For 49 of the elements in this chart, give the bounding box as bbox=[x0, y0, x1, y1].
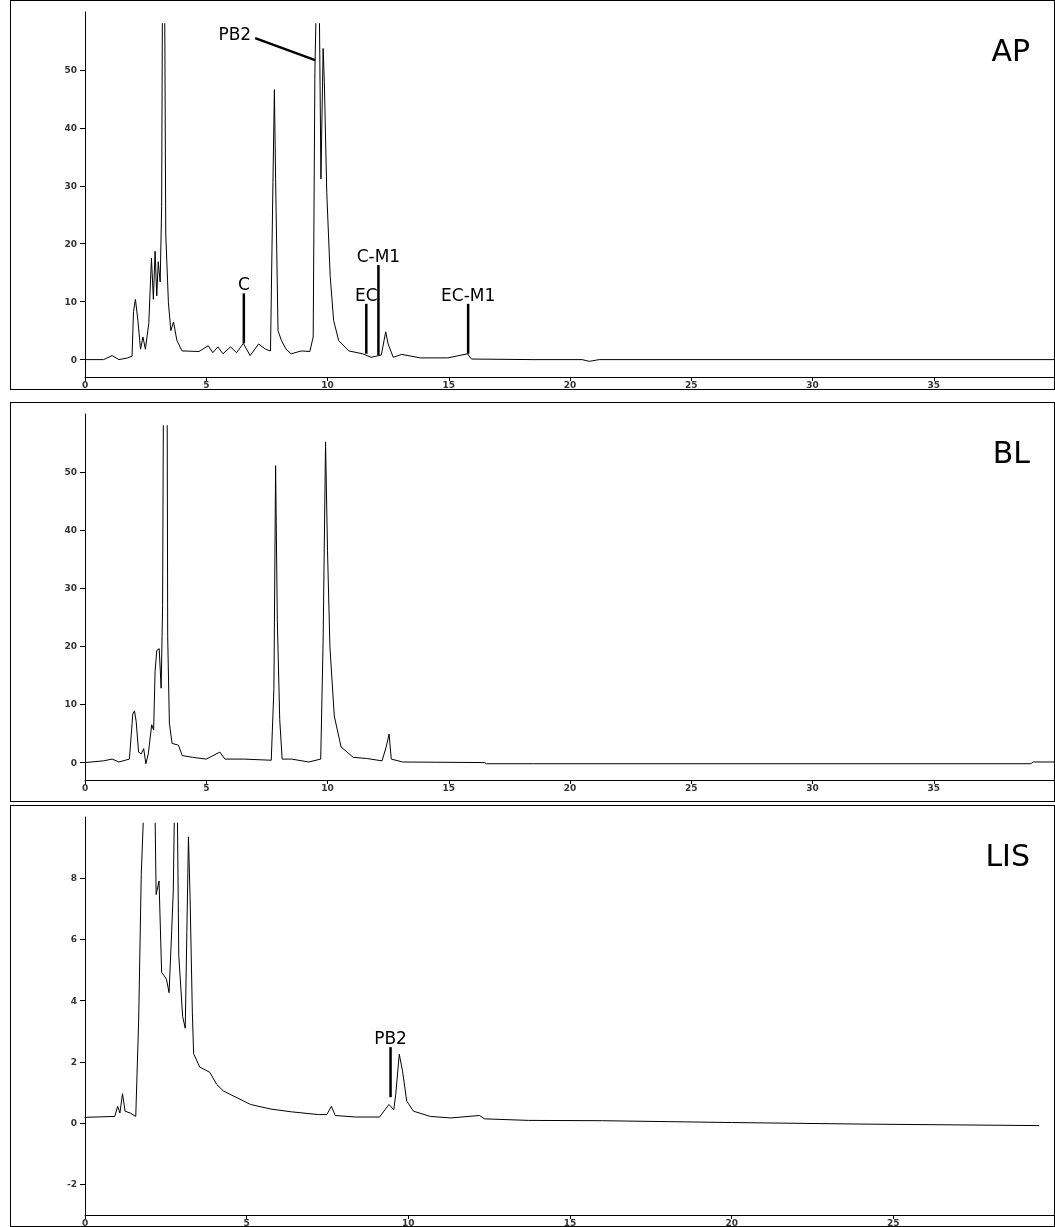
x-tick-label: 25 bbox=[684, 379, 698, 390]
y-tick-label: 10 bbox=[64, 699, 77, 710]
y-tick-label: -2 bbox=[67, 1179, 77, 1190]
annotation: C-M1 bbox=[356, 245, 401, 266]
y-tick-label: 50 bbox=[64, 64, 77, 75]
x-tick-label: 20 bbox=[725, 1217, 738, 1227]
annotation: EC-M1 bbox=[441, 284, 496, 305]
y-tick-label: 20 bbox=[64, 238, 77, 249]
text: LIS bbox=[985, 837, 1030, 873]
x-tick-label: 0 bbox=[81, 1217, 89, 1227]
y-tick-label: 0 bbox=[70, 757, 77, 768]
y-tick-label: 30 bbox=[64, 180, 77, 191]
x-tick-label: 35 bbox=[927, 782, 941, 793]
x-tick-label: 15 bbox=[563, 1217, 577, 1227]
annotation: PB2 bbox=[218, 24, 252, 45]
annotation: EC bbox=[354, 284, 378, 305]
x-tick-label: 5 bbox=[203, 782, 210, 793]
x-tick-label: 15 bbox=[442, 379, 456, 390]
y-tick-label: 2 bbox=[70, 1056, 77, 1067]
x-tick-label: 20 bbox=[563, 782, 577, 793]
y-tick-label: 50 bbox=[64, 467, 77, 478]
y-tick-label: 10 bbox=[64, 296, 77, 307]
x-tick-label: 25 bbox=[684, 782, 698, 793]
x-tick-label: 20 bbox=[563, 379, 577, 390]
x-tick-label: 0 bbox=[81, 379, 89, 390]
y-tick-label: 8 bbox=[70, 873, 77, 884]
y-tick-label: 4 bbox=[70, 995, 77, 1006]
x-tick-label: 10 bbox=[321, 379, 334, 390]
x-tick-label: 25 bbox=[887, 1217, 900, 1227]
annotation: C bbox=[237, 274, 250, 295]
y-tick-label: 40 bbox=[64, 525, 77, 536]
x-tick-label: 10 bbox=[321, 782, 334, 793]
y-tick-label: 0 bbox=[70, 1118, 77, 1129]
y-tick-label: 20 bbox=[64, 641, 77, 652]
x-tick-label: 35 bbox=[927, 379, 941, 390]
y-tick-label: 0 bbox=[70, 354, 77, 365]
x-tick-label: 30 bbox=[806, 379, 819, 390]
x-tick-label: 15 bbox=[442, 782, 456, 793]
text: BL bbox=[992, 434, 1031, 470]
x-tick-label: 0 bbox=[81, 782, 89, 793]
x-tick-label: 5 bbox=[203, 379, 210, 390]
text: AP bbox=[991, 32, 1031, 68]
x-tick-label: 30 bbox=[806, 782, 819, 793]
y-tick-label: 40 bbox=[64, 122, 77, 133]
x-tick-label: 5 bbox=[243, 1217, 250, 1227]
y-tick-label: 30 bbox=[64, 583, 77, 594]
y-tick-label: 6 bbox=[70, 934, 77, 945]
x-tick-label: 10 bbox=[402, 1217, 415, 1227]
annotation: PB2 bbox=[374, 1028, 407, 1049]
